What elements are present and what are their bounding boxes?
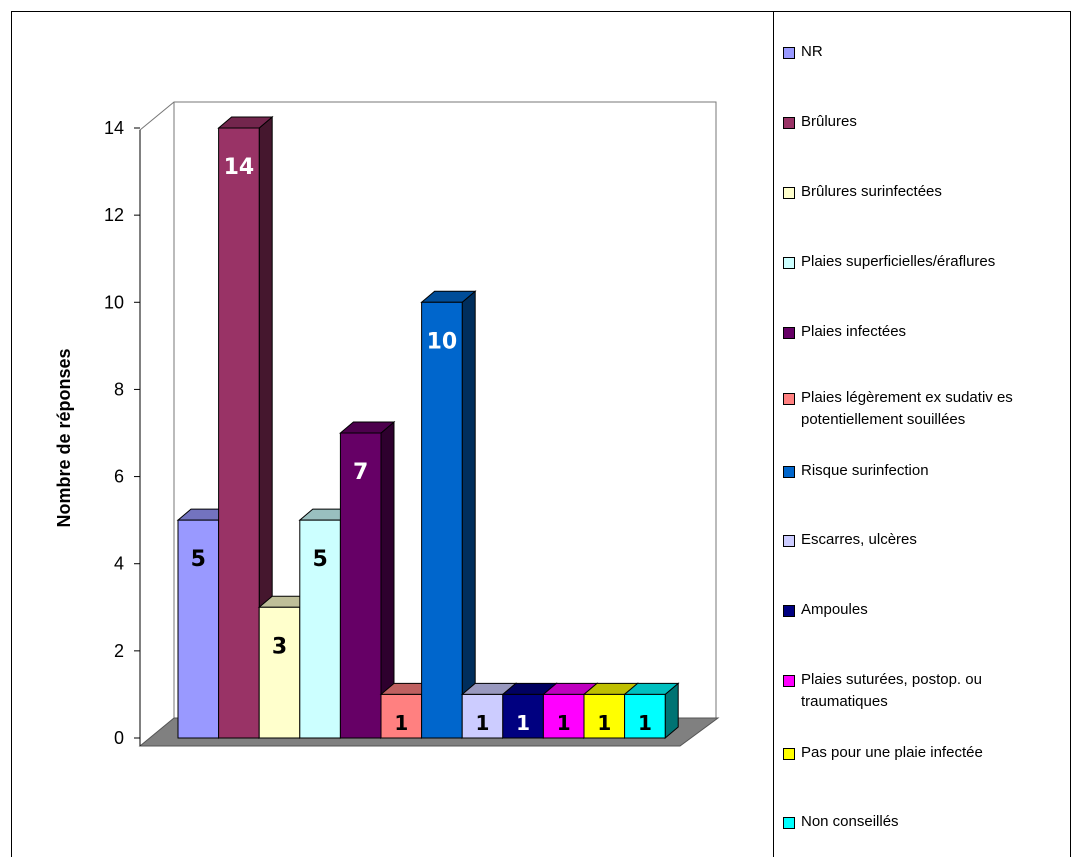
legend-label: Brûlures xyxy=(801,113,857,130)
bar xyxy=(177,519,220,739)
legend-label: Escarres, ulcères xyxy=(801,531,917,548)
legend-item: Brûlures surinfectées xyxy=(783,181,1066,203)
bar-value-label: 1 xyxy=(476,711,490,735)
legend-label: Plaies infectées xyxy=(801,323,907,340)
bar xyxy=(258,606,301,739)
legend-item: Risque surinfection xyxy=(783,460,1066,482)
y-tick-label: 12 xyxy=(104,205,124,225)
legend-swatch xyxy=(783,187,795,199)
legend-swatch xyxy=(783,47,795,59)
bar-value-label: 7 xyxy=(353,460,368,485)
bar xyxy=(299,519,341,739)
y-tick-label: 8 xyxy=(114,379,124,399)
legend-label: Plaies légèrement ex sudativ es potentie… xyxy=(801,389,1013,428)
legend-item: NR xyxy=(783,41,1066,63)
y-tick-label: 0 xyxy=(114,728,124,748)
legend-item: Plaies infectées xyxy=(783,321,1066,343)
y-tick-label: 10 xyxy=(104,292,124,312)
legend-label: Brûlures surinfectées xyxy=(801,183,942,200)
legend-swatch xyxy=(783,535,795,547)
legend-swatch xyxy=(783,393,795,405)
legend-label: Ampoules xyxy=(801,601,868,618)
legend-label: NR xyxy=(801,43,823,60)
bar xyxy=(461,693,504,739)
y-tick-label: 6 xyxy=(114,467,124,487)
bar-value-label: 14 xyxy=(224,155,255,180)
bar-value-label: 1 xyxy=(394,711,408,735)
legend-item: Plaies superficielles/éraflures xyxy=(783,251,1066,273)
legend-label: Pas pour une plaie infectée xyxy=(801,744,983,761)
y-tick-label: 14 xyxy=(104,118,124,138)
legend-item: Non conseillés xyxy=(783,811,1066,833)
bar xyxy=(502,693,544,739)
chart-frame xyxy=(11,11,1071,857)
legend: NR Brûlures Brûlures surinfectées Plaies su… xyxy=(773,11,1068,857)
legend-item: Escarres, ulcères xyxy=(783,529,1066,551)
y-tick-label: 4 xyxy=(114,554,124,574)
bar-value-label: 1 xyxy=(557,711,571,735)
bar-value-label: 10 xyxy=(427,329,458,354)
bar-value-label: 3 xyxy=(272,634,287,659)
legend-label: Risque surinfection xyxy=(801,462,929,479)
bar-chart: 0 2 4 6 8 10 12 14 Nombre de réponses 5 14 3 5 7 1 10 1 1… xyxy=(54,101,720,748)
legend-swatch xyxy=(783,466,795,478)
bar-value-label: 5 xyxy=(191,547,206,572)
legend-item: Pas pour une plaie infectée xyxy=(783,742,1066,764)
legend-item: Plaies légèrement ex sudativ es potentie… xyxy=(783,387,1066,431)
legend-item: Brûlures xyxy=(783,111,1066,133)
bar-value-label: 5 xyxy=(312,547,327,572)
legend-label: Non conseillés xyxy=(801,813,899,830)
bar xyxy=(339,432,382,739)
legend-swatch xyxy=(783,675,795,687)
y-tick-label: 2 xyxy=(114,641,124,661)
legend-item: Plaies suturées, postop. ou traumatiques xyxy=(783,669,1066,713)
legend-label: Plaies suturées, postop. ou traumatiques xyxy=(801,671,982,710)
y-axis-title: Nombre de réponses xyxy=(54,348,74,527)
legend-label: Plaies superficielles/éraflures xyxy=(801,253,996,270)
bar-value-label: 1 xyxy=(597,711,611,735)
bar-value-label: 1 xyxy=(638,711,652,735)
bar-side xyxy=(461,290,476,740)
bar xyxy=(218,127,260,739)
legend-swatch xyxy=(783,257,795,269)
legend-swatch xyxy=(783,117,795,129)
legend-swatch xyxy=(783,817,795,829)
bar-value-label: 1 xyxy=(516,711,530,735)
legend-swatch xyxy=(783,327,795,339)
legend-item: Ampoules xyxy=(783,599,1066,621)
legend-swatch xyxy=(783,748,795,760)
legend-swatch xyxy=(783,605,795,617)
bar xyxy=(421,301,463,739)
bar xyxy=(624,693,666,739)
